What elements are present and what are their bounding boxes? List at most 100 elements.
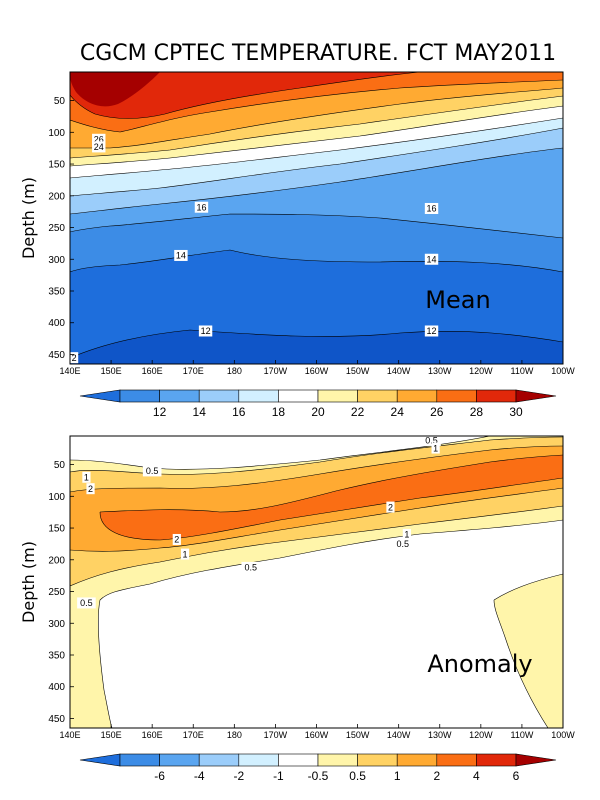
mean-contour-label-bg: [92, 133, 106, 145]
mean-colorbar-label: 26: [430, 405, 444, 419]
mean-contour-label: 24: [94, 142, 104, 152]
mean-y-tick-label: 400: [48, 318, 65, 329]
mean-colorbar-label: 18: [272, 405, 286, 419]
mean-colorbar-low-arrow: [79, 389, 121, 403]
mean-colorbar-box: [476, 389, 517, 403]
anomaly-colorbar-label: 6: [513, 769, 520, 783]
anomaly-y-tick-label: 100: [48, 492, 65, 503]
anomaly-contour-label-bg: [82, 471, 91, 483]
mean-y-axis-label: Depth (m): [19, 177, 38, 259]
anomaly-colorbar-box: [317, 753, 358, 767]
mean-y-tick-label: 450: [48, 350, 65, 361]
anomaly-colorbar-box: [119, 753, 160, 767]
anomaly-contour-label-bg: [142, 465, 162, 477]
anomaly-colorbar-label: -2: [233, 769, 244, 783]
anomaly-x-tick-label: 150E: [101, 730, 122, 740]
mean-colorbar-box: [159, 389, 200, 403]
mean-colorbar-label: 30: [509, 405, 523, 419]
mean-y-tick-label: 200: [48, 191, 65, 202]
anomaly-contour-label: 0.5: [425, 436, 438, 446]
mean-contour-label: 16: [196, 202, 206, 212]
mean-x-tick-label: 170W: [264, 366, 288, 376]
anomaly-contour-label: 0.5: [146, 466, 159, 476]
anomaly-y-tick-label: 350: [48, 651, 65, 662]
mean-contour-label: 16: [427, 204, 437, 214]
mean-x-tick-label: 170E: [183, 366, 204, 376]
anomaly-colorbar-label: 2: [433, 769, 440, 783]
anomaly-y-axis: 50 100 150 200 250 300 350 400 450: [48, 460, 74, 725]
anomaly-colorbar-box: [357, 753, 398, 767]
mean-y-tick-label: 150: [48, 160, 65, 171]
mean-colorbar: 12 14 16 18 20 22 24 26 28 30: [79, 389, 557, 419]
chart-title: CGCM CPTEC TEMPERATURE. FCT MAY2011: [80, 41, 556, 66]
mean-contour-label-bg: [424, 325, 439, 337]
anomaly-contour-label: 2: [388, 502, 393, 512]
band-below-12: [70, 330, 563, 364]
anomaly-contour-label: 0.5: [397, 539, 410, 549]
anomaly-contour-label: 1: [84, 472, 89, 482]
mean-colorbar-label: 14: [193, 405, 207, 419]
anomaly-contour-label-bg: [402, 528, 411, 540]
mean-colorbar-box: [119, 389, 160, 403]
anomaly-x-tick-label: 170W: [264, 730, 288, 740]
band-30-31: [70, 72, 420, 119]
mean-y-tick-label: 50: [54, 96, 66, 107]
mean-contour-label: 26: [94, 134, 104, 144]
anomaly-colorbar-box: [159, 753, 200, 767]
anomaly-colorbar-label: 1: [394, 769, 401, 783]
mean-y-tick-label: 250: [48, 223, 65, 234]
mean-y-tick-label: 350: [48, 287, 65, 298]
mean-colorbar-box: [278, 389, 319, 403]
anomaly-y-tick-label: 250: [48, 587, 65, 598]
mean-colorbar-label: 28: [470, 405, 484, 419]
anomaly-x-tick-label: 150W: [346, 730, 370, 740]
mean-colorbar-box: [357, 389, 398, 403]
band-east-anomaly: [494, 574, 563, 728]
anomaly-colorbar-high-arrow: [515, 753, 557, 767]
anomaly-x-tick-label: 140W: [387, 730, 411, 740]
mean-x-tick-label: 100W: [551, 366, 575, 376]
mean-x-tick-label: 150E: [101, 366, 122, 376]
anomaly-contour-label-bg: [422, 434, 441, 446]
anomaly-colorbar-box: [278, 753, 319, 767]
mean-x-tick-label: 150W: [346, 366, 370, 376]
anomaly-colorbar-label: -6: [154, 769, 165, 783]
mean-contour-label-bg: [70, 352, 79, 364]
mean-colorbar-box: [436, 389, 477, 403]
anomaly-y-tick-label: 400: [48, 682, 65, 693]
anomaly-panel-label: Anomaly: [427, 650, 532, 678]
anomaly-contour-label-bg: [180, 548, 190, 560]
anomaly-x-tick-label: 160E: [142, 730, 163, 740]
anomaly-x-tick-label: 130W: [428, 730, 452, 740]
anomaly-contour-label: 1: [183, 549, 188, 559]
anomaly-contour-label: 1: [404, 530, 409, 540]
mean-colorbar-label: 20: [311, 405, 325, 419]
mean-contour-label: 14: [176, 251, 186, 261]
anomaly-contour-fill: [70, 436, 563, 728]
mean-colorbar-high-arrow: [515, 389, 557, 403]
mean-y-axis: 50 100 150 200 250 300 350 400 450: [48, 96, 74, 361]
mean-panel-label: Mean: [425, 286, 490, 314]
anomaly-colorbar: -6 -4 -2 -1 -0.5 0.5 1 2 4 6: [79, 753, 557, 783]
anomaly-x-tick-label: 160W: [305, 730, 329, 740]
anomaly-colorbar-label: 0.5: [349, 769, 366, 783]
anomaly-colorbar-label: 4: [473, 769, 480, 783]
mean-contour-label-bg: [198, 325, 213, 337]
mean-colorbar-box: [396, 389, 438, 403]
anomaly-contour-label: 2: [88, 484, 93, 494]
anomaly-y-tick-label: 300: [48, 619, 65, 630]
anomaly-x-axis: 140E 150E 160E 170E 180 170W 160W 150W 140W 130W 1…: [59, 724, 575, 740]
mean-contour-label: 2: [72, 353, 77, 363]
mean-x-tick-label: 140E: [59, 366, 80, 376]
anomaly-contour-label-bg: [77, 597, 96, 609]
mean-contour-fill: [70, 72, 563, 364]
mean-contour-label-bg: [424, 253, 439, 265]
band-gt31: [70, 72, 160, 107]
anomaly-colorbar-label: -0.5: [308, 769, 329, 783]
anomaly-colorbar-box: [238, 753, 279, 767]
mean-contour-label-bg: [424, 202, 439, 214]
mean-x-tick-label: 130W: [428, 366, 452, 376]
